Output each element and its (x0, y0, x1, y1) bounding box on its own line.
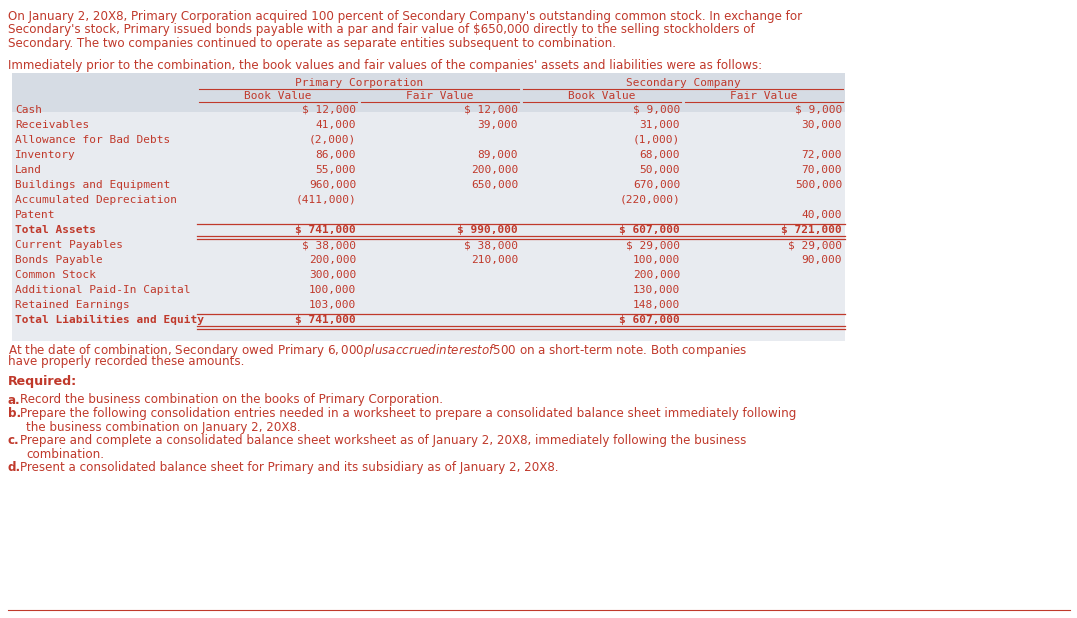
Text: 200,000: 200,000 (309, 255, 356, 265)
Text: Patent: Patent (15, 210, 56, 220)
Text: On January 2, 20X8, Primary Corporation acquired 100 percent of Secondary Compan: On January 2, 20X8, Primary Corporation … (8, 10, 802, 23)
Text: Total Assets: Total Assets (15, 225, 96, 235)
Text: Secondary Company: Secondary Company (626, 78, 740, 88)
Text: Prepare and complete a consolidated balance sheet worksheet as of January 2, 20X: Prepare and complete a consolidated bala… (20, 434, 746, 447)
Text: Allowance for Bad Debts: Allowance for Bad Debts (15, 135, 170, 145)
Text: Record the business combination on the books of Primary Corporation.: Record the business combination on the b… (20, 394, 443, 407)
Text: have properly recorded these amounts.: have properly recorded these amounts. (8, 355, 244, 368)
Text: $ 721,000: $ 721,000 (781, 225, 842, 235)
Text: 300,000: 300,000 (309, 270, 356, 280)
Text: Present a consolidated balance sheet for Primary and its subsidiary as of Januar: Present a consolidated balance sheet for… (20, 461, 559, 474)
Text: Inventory: Inventory (15, 150, 75, 160)
Text: (411,000): (411,000) (295, 195, 356, 205)
Text: Primary Corporation: Primary Corporation (295, 78, 423, 88)
FancyBboxPatch shape (12, 73, 845, 112)
Text: 100,000: 100,000 (633, 255, 680, 265)
Text: 670,000: 670,000 (633, 180, 680, 190)
Text: Required:: Required: (8, 376, 78, 389)
Text: Fair Value: Fair Value (406, 91, 474, 101)
Text: $ 12,000: $ 12,000 (302, 105, 356, 115)
Text: $ 29,000: $ 29,000 (626, 240, 680, 250)
Text: 72,000: 72,000 (801, 150, 842, 160)
Text: 500,000: 500,000 (795, 180, 842, 190)
Text: 103,000: 103,000 (309, 300, 356, 310)
Text: $ 38,000: $ 38,000 (302, 240, 356, 250)
Text: 68,000: 68,000 (640, 150, 680, 160)
Text: Receivables: Receivables (15, 120, 89, 130)
Text: 30,000: 30,000 (801, 120, 842, 130)
Text: 50,000: 50,000 (640, 165, 680, 175)
Text: 650,000: 650,000 (471, 180, 518, 190)
Text: 210,000: 210,000 (471, 255, 518, 265)
Text: Prepare the following consolidation entries needed in a worksheet to prepare a c: Prepare the following consolidation entr… (20, 407, 796, 420)
Text: Secondary's stock, Primary issued bonds payable with a par and fair value of $65: Secondary's stock, Primary issued bonds … (8, 23, 755, 36)
Text: Bonds Payable: Bonds Payable (15, 255, 102, 265)
Text: Current Payables: Current Payables (15, 240, 123, 250)
Text: (220,000): (220,000) (619, 195, 680, 205)
Text: the business combination on January 2, 20X8.: the business combination on January 2, 2… (26, 420, 300, 433)
Text: 90,000: 90,000 (801, 255, 842, 265)
FancyBboxPatch shape (12, 73, 845, 341)
Text: 960,000: 960,000 (309, 180, 356, 190)
Text: $ 29,000: $ 29,000 (788, 240, 842, 250)
Text: Land: Land (15, 165, 42, 175)
Text: 55,000: 55,000 (316, 165, 356, 175)
Text: Cash: Cash (15, 105, 42, 115)
Text: $ 990,000: $ 990,000 (458, 225, 518, 235)
Text: c.: c. (8, 434, 19, 447)
Text: Accumulated Depreciation: Accumulated Depreciation (15, 195, 177, 205)
Text: Fair Value: Fair Value (730, 91, 798, 101)
Text: 148,000: 148,000 (633, 300, 680, 310)
Text: Additional Paid-In Capital: Additional Paid-In Capital (15, 285, 191, 295)
Text: 86,000: 86,000 (316, 150, 356, 160)
Text: 100,000: 100,000 (309, 285, 356, 295)
Text: At the date of combination, Secondary owed Primary $6,000 plus accrued interest : At the date of combination, Secondary ow… (8, 342, 747, 359)
Text: 70,000: 70,000 (801, 165, 842, 175)
Text: Immediately prior to the combination, the book values and fair values of the com: Immediately prior to the combination, th… (8, 59, 763, 72)
Text: a.: a. (8, 394, 20, 407)
Text: Buildings and Equipment: Buildings and Equipment (15, 180, 170, 190)
Text: $ 12,000: $ 12,000 (464, 105, 518, 115)
Text: $ 9,000: $ 9,000 (795, 105, 842, 115)
Text: combination.: combination. (26, 447, 104, 460)
Text: Secondary. The two companies continued to operate as separate entities subsequen: Secondary. The two companies continued t… (8, 37, 616, 50)
Text: 31,000: 31,000 (640, 120, 680, 130)
Text: 89,000: 89,000 (477, 150, 518, 160)
Text: Book Value: Book Value (569, 91, 635, 101)
Text: 200,000: 200,000 (471, 165, 518, 175)
Text: Total Liabilities and Equity: Total Liabilities and Equity (15, 315, 204, 325)
Text: (2,000): (2,000) (309, 135, 356, 145)
Text: 40,000: 40,000 (801, 210, 842, 220)
Text: 130,000: 130,000 (633, 285, 680, 295)
Text: Retained Earnings: Retained Earnings (15, 300, 129, 310)
Text: $ 38,000: $ 38,000 (464, 240, 518, 250)
Text: Book Value: Book Value (244, 91, 311, 101)
Text: $ 607,000: $ 607,000 (619, 225, 680, 235)
Text: 39,000: 39,000 (477, 120, 518, 130)
Text: $ 741,000: $ 741,000 (295, 225, 356, 235)
Text: 200,000: 200,000 (633, 270, 680, 280)
Text: (1,000): (1,000) (633, 135, 680, 145)
Text: $ 741,000: $ 741,000 (295, 315, 356, 325)
Text: $ 607,000: $ 607,000 (619, 315, 680, 325)
Text: $ 9,000: $ 9,000 (633, 105, 680, 115)
Text: Common Stock: Common Stock (15, 270, 96, 280)
Text: d.: d. (8, 461, 22, 474)
Text: b.: b. (8, 407, 22, 420)
Text: 41,000: 41,000 (316, 120, 356, 130)
